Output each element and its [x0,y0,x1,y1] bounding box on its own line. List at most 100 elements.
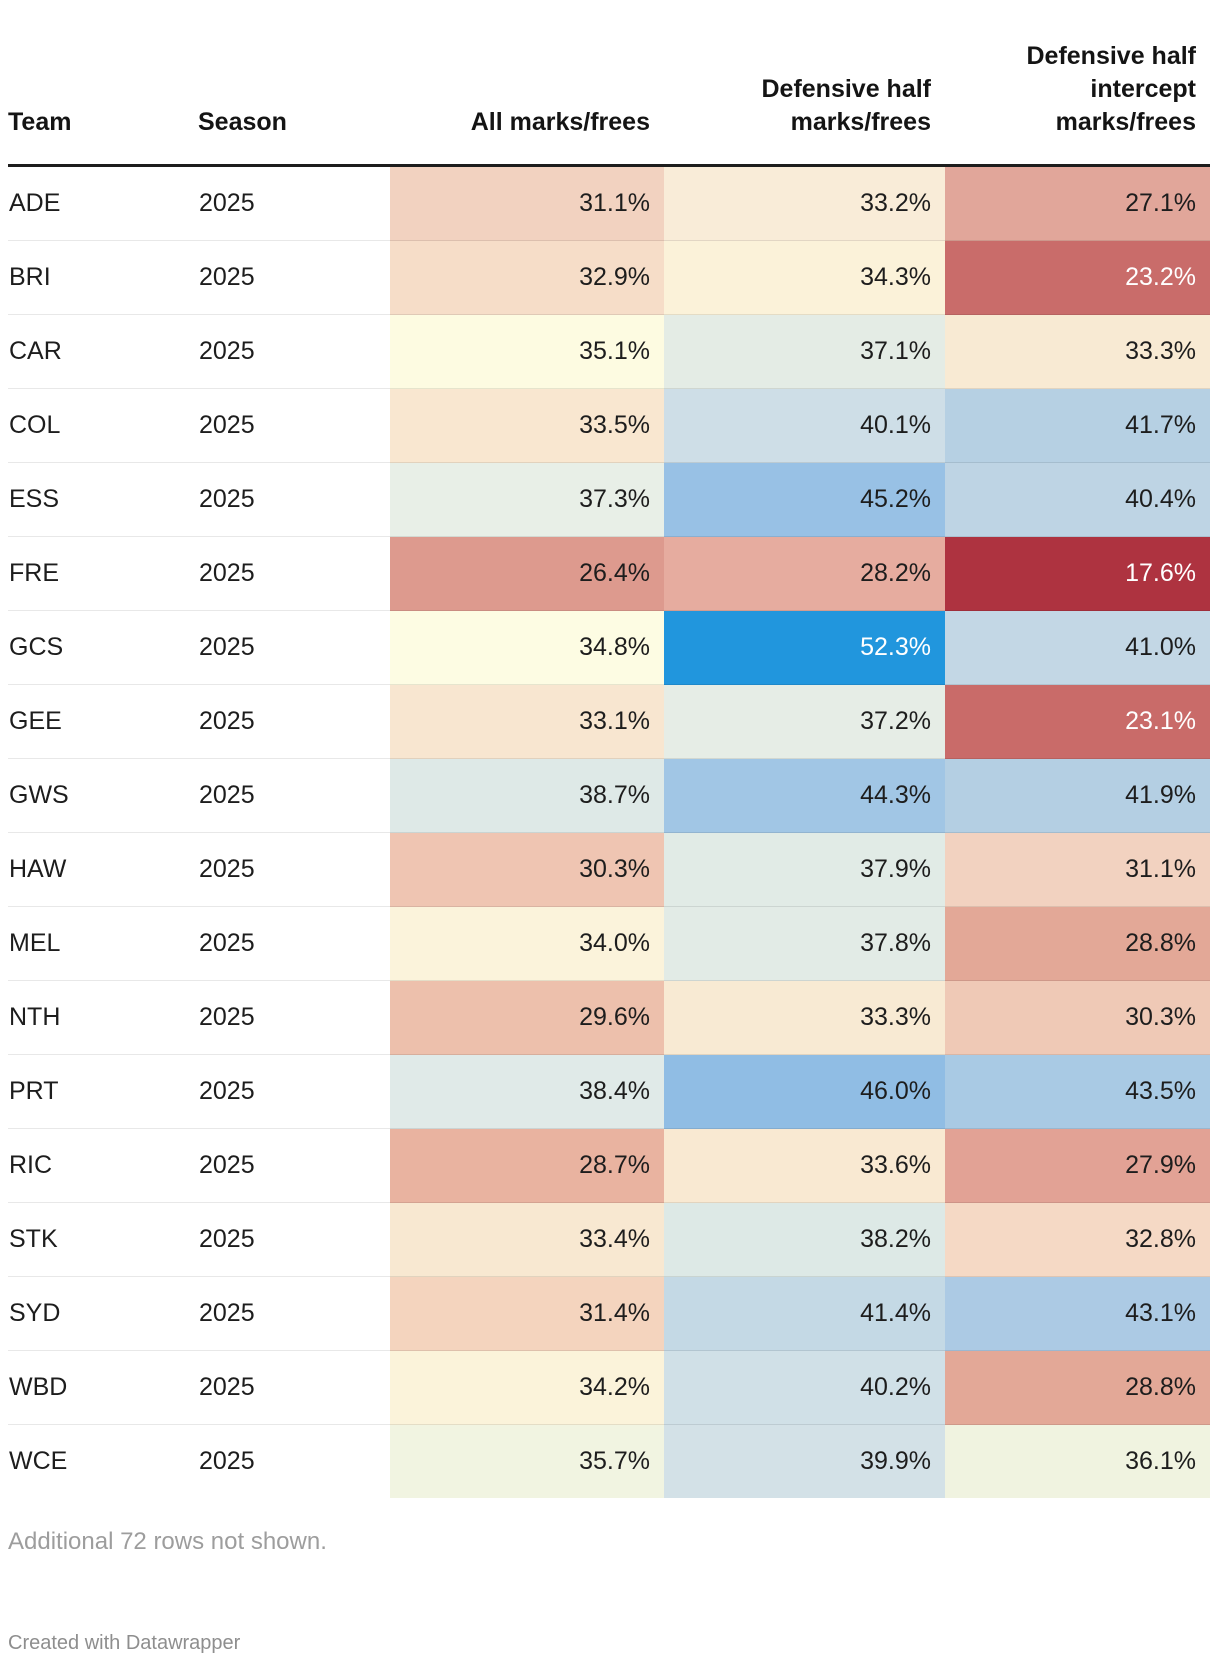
season-cell: 2025 [198,980,390,1055]
value-cell: 39.9% [664,1424,945,1498]
season-cell: 2025 [198,758,390,833]
value-cell: 40.2% [664,1350,945,1425]
table-row: CAR 2025 35.1% 37.1% 33.3% [8,314,1210,389]
value-cell: 33.4% [390,1202,664,1277]
value-cell: 40.1% [664,388,945,463]
column-header-team: Team [8,0,198,167]
value-cell: 37.1% [664,314,945,389]
table-row: GWS 2025 38.7% 44.3% 41.9% [8,758,1210,833]
value-cell: 35.1% [390,314,664,389]
value-cell: 27.9% [945,1128,1210,1203]
value-cell: 33.2% [664,165,945,241]
team-cell: GEE [8,684,198,759]
datawrapper-credit-link[interactable]: Created with Datawrapper [8,1632,241,1654]
value-cell: 23.1% [945,684,1210,759]
rows-not-shown-note: Additional 72 rows not shown. [8,1528,327,1555]
value-cell: 27.1% [945,165,1210,241]
value-cell: 43.1% [945,1276,1210,1351]
value-cell: 43.5% [945,1054,1210,1129]
value-cell: 45.2% [664,462,945,537]
value-cell: 31.4% [390,1276,664,1351]
team-cell: ESS [8,462,198,537]
value-cell: 36.1% [945,1424,1210,1498]
value-cell: 37.3% [390,462,664,537]
season-cell: 2025 [198,388,390,463]
table-row: ADE 2025 31.1% 33.2% 27.1% [8,165,1210,241]
season-cell: 2025 [198,906,390,981]
table-row: WCE 2025 35.7% 39.9% 36.1% [8,1424,1210,1498]
value-cell: 28.7% [390,1128,664,1203]
season-cell: 2025 [198,536,390,611]
value-cell: 28.2% [664,536,945,611]
table-row: RIC 2025 28.7% 33.6% 27.9% [8,1128,1210,1203]
season-cell: 2025 [198,1054,390,1129]
value-cell: 30.3% [945,980,1210,1055]
value-cell: 33.3% [664,980,945,1055]
season-cell: 2025 [198,314,390,389]
season-cell: 2025 [198,462,390,537]
team-cell: NTH [8,980,198,1055]
table-row: PRT 2025 38.4% 46.0% 43.5% [8,1054,1210,1129]
value-cell: 34.3% [664,240,945,315]
value-cell: 37.2% [664,684,945,759]
season-cell: 2025 [198,610,390,685]
value-cell: 46.0% [664,1054,945,1129]
value-cell: 23.2% [945,240,1210,315]
table-row: STK 2025 33.4% 38.2% 32.8% [8,1202,1210,1277]
table-row: COL 2025 33.5% 40.1% 41.7% [8,388,1210,463]
season-cell: 2025 [198,240,390,315]
column-header-defensive-half-marks-frees: Defensive half marks/frees [664,0,945,167]
value-cell: 44.3% [664,758,945,833]
value-cell: 33.5% [390,388,664,463]
column-header-defensive-half-intercept-marks-frees: Defensive half intercept marks/frees [945,0,1210,167]
value-cell: 38.7% [390,758,664,833]
season-cell: 2025 [198,1350,390,1425]
value-cell: 41.0% [945,610,1210,685]
team-cell: COL [8,388,198,463]
value-cell: 34.8% [390,610,664,685]
value-cell: 38.4% [390,1054,664,1129]
value-cell: 26.4% [390,536,664,611]
value-cell: 33.3% [945,314,1210,389]
value-cell: 38.2% [664,1202,945,1277]
team-cell: WCE [8,1424,198,1498]
value-cell: 31.1% [390,165,664,241]
team-cell: PRT [8,1054,198,1129]
table-body: ADE 2025 31.1% 33.2% 27.1% BRI 2025 32.9… [8,165,1210,1498]
table-row: GCS 2025 34.8% 52.3% 41.0% [8,610,1210,685]
team-cell: MEL [8,906,198,981]
season-cell: 2025 [198,1202,390,1277]
table-row: BRI 2025 32.9% 34.3% 23.2% [8,240,1210,315]
value-cell: 33.6% [664,1128,945,1203]
value-cell: 37.8% [664,906,945,981]
table-row: ESS 2025 37.3% 45.2% 40.4% [8,462,1210,537]
table-row: MEL 2025 34.0% 37.8% 28.8% [8,906,1210,981]
table-row: GEE 2025 33.1% 37.2% 23.1% [8,684,1210,759]
team-cell: FRE [8,536,198,611]
team-cell: WBD [8,1350,198,1425]
value-cell: 37.9% [664,832,945,907]
table-row: FRE 2025 26.4% 28.2% 17.6% [8,536,1210,611]
value-cell: 41.7% [945,388,1210,463]
table-row: SYD 2025 31.4% 41.4% 43.1% [8,1276,1210,1351]
team-cell: SYD [8,1276,198,1351]
value-cell: 41.9% [945,758,1210,833]
team-cell: GWS [8,758,198,833]
team-cell: ADE [8,165,198,241]
column-header-season: Season [198,0,390,167]
team-cell: HAW [8,832,198,907]
column-header-all-marks-frees: All marks/frees [390,0,664,167]
value-cell: 28.8% [945,1350,1210,1425]
value-cell: 28.8% [945,906,1210,981]
value-cell: 34.2% [390,1350,664,1425]
value-cell: 33.1% [390,684,664,759]
table-row: WBD 2025 34.2% 40.2% 28.8% [8,1350,1210,1425]
table-row: NTH 2025 29.6% 33.3% 30.3% [8,980,1210,1055]
value-cell: 32.8% [945,1202,1210,1277]
team-cell: GCS [8,610,198,685]
marks-frees-table: Team Season All marks/frees Defensive ha… [8,0,1210,1498]
team-cell: STK [8,1202,198,1277]
value-cell: 29.6% [390,980,664,1055]
team-cell: BRI [8,240,198,315]
